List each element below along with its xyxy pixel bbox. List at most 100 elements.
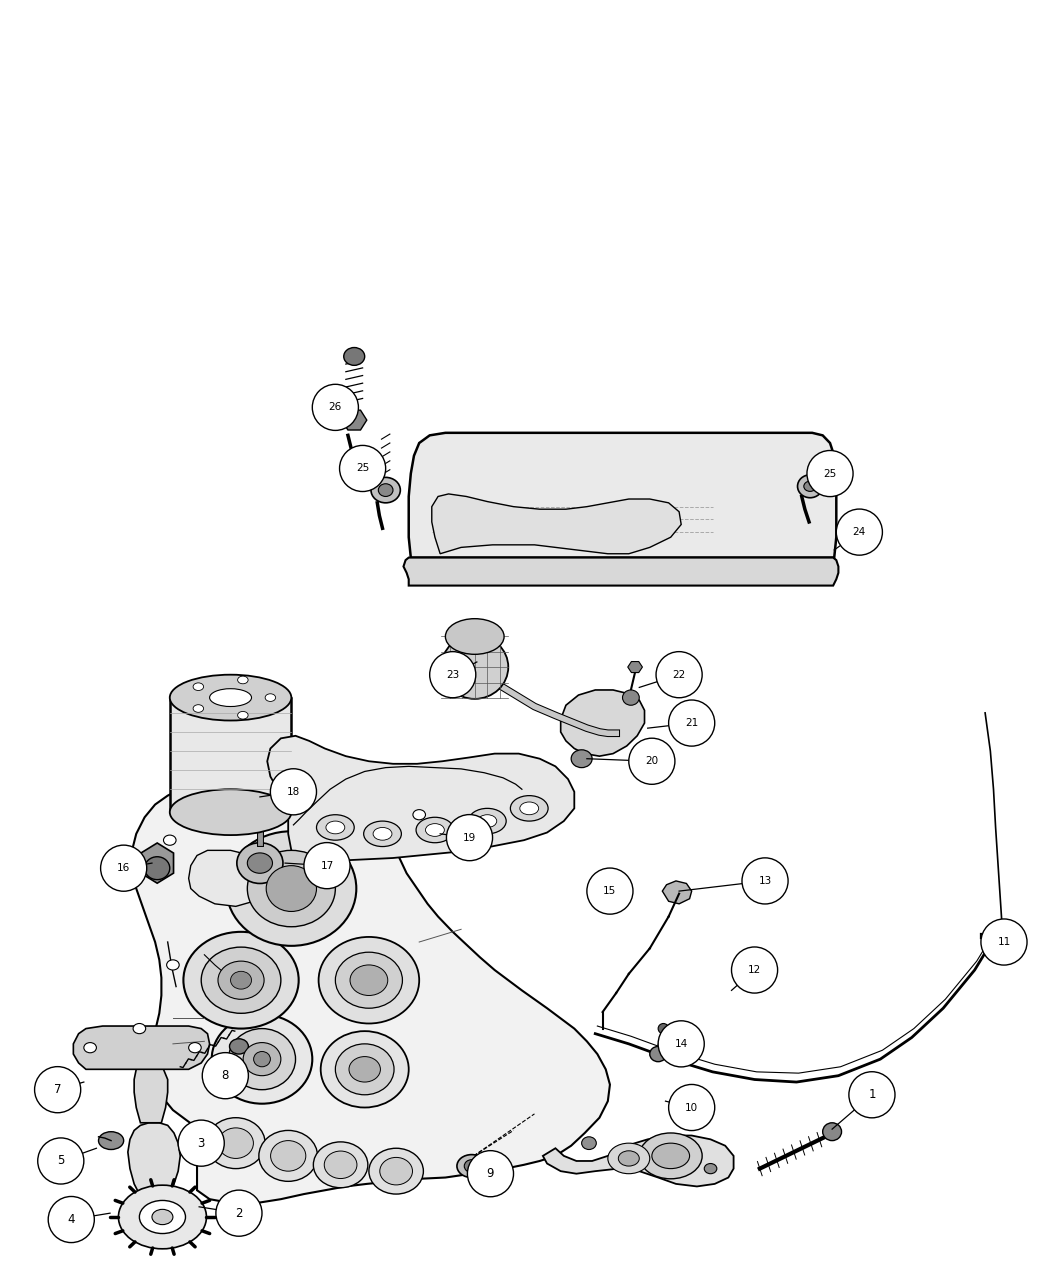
Ellipse shape [152,1209,173,1225]
Ellipse shape [823,1123,842,1141]
Ellipse shape [350,965,388,995]
Ellipse shape [304,843,350,889]
Ellipse shape [326,821,345,834]
Polygon shape [267,736,574,861]
Text: 10: 10 [685,1102,698,1113]
Polygon shape [342,410,367,430]
Text: 19: 19 [463,833,476,843]
Polygon shape [561,690,645,756]
Ellipse shape [804,481,816,491]
Polygon shape [189,850,267,906]
Ellipse shape [226,831,356,946]
Ellipse shape [238,712,248,719]
Text: 21: 21 [685,718,698,728]
Polygon shape [180,774,442,817]
Ellipse shape [510,796,548,821]
Ellipse shape [133,1023,146,1034]
Ellipse shape [416,817,454,843]
Text: 12: 12 [748,965,761,975]
Ellipse shape [319,937,419,1023]
Ellipse shape [413,810,425,820]
Text: 13: 13 [759,876,771,886]
Ellipse shape [623,690,639,705]
Text: 22: 22 [673,670,685,680]
Ellipse shape [457,1155,486,1178]
Ellipse shape [807,451,853,496]
Ellipse shape [231,971,252,989]
Text: 23: 23 [446,670,459,680]
Ellipse shape [230,1039,248,1054]
Ellipse shape [212,1015,312,1104]
Ellipse shape [369,1148,423,1194]
Ellipse shape [38,1138,84,1184]
Ellipse shape [316,815,354,840]
Ellipse shape [430,652,476,698]
Ellipse shape [595,894,608,904]
Polygon shape [543,1136,734,1186]
Ellipse shape [218,961,264,999]
Ellipse shape [650,1046,667,1062]
Text: 15: 15 [604,886,616,896]
Ellipse shape [201,947,281,1013]
Ellipse shape [608,1143,650,1174]
Ellipse shape [446,815,493,861]
Ellipse shape [243,1043,281,1076]
Ellipse shape [254,1051,270,1067]
Text: 1: 1 [868,1088,876,1101]
Ellipse shape [478,815,497,827]
Ellipse shape [582,1137,596,1150]
Polygon shape [403,558,838,586]
Text: 20: 20 [646,756,658,766]
Ellipse shape [183,932,299,1029]
Ellipse shape [658,1023,669,1034]
Ellipse shape [118,1185,206,1249]
Ellipse shape [218,1128,254,1158]
Ellipse shape [270,769,316,815]
Ellipse shape [247,853,272,873]
Ellipse shape [981,919,1027,965]
Text: 25: 25 [356,463,369,474]
Ellipse shape [732,947,778,993]
Ellipse shape [344,348,365,365]
Polygon shape [128,1123,180,1203]
Ellipse shape [321,1031,409,1108]
Ellipse shape [849,1072,895,1118]
Ellipse shape [704,1164,717,1174]
Text: 8: 8 [221,1069,230,1082]
Ellipse shape [639,1133,702,1179]
Ellipse shape [139,1200,185,1234]
Ellipse shape [335,1044,394,1095]
Ellipse shape [193,705,203,713]
Text: 5: 5 [57,1155,65,1167]
Ellipse shape [629,738,675,784]
Ellipse shape [202,1053,248,1099]
Text: 16: 16 [117,863,130,873]
Ellipse shape [84,1043,96,1053]
Polygon shape [432,494,681,554]
Ellipse shape [618,1151,639,1166]
Ellipse shape [324,1151,357,1179]
Text: 24: 24 [853,527,866,537]
Polygon shape [140,843,174,883]
Ellipse shape [270,1141,306,1171]
Ellipse shape [378,484,393,496]
Ellipse shape [340,446,386,491]
Ellipse shape [193,682,203,690]
Ellipse shape [313,1142,368,1188]
Text: 2: 2 [235,1207,243,1220]
Text: 18: 18 [287,787,300,797]
Text: 17: 17 [321,861,333,871]
Ellipse shape [178,1120,224,1166]
Ellipse shape [99,1132,124,1150]
Ellipse shape [652,1143,690,1169]
Ellipse shape [467,1151,514,1197]
Polygon shape [662,881,692,904]
Text: 9: 9 [486,1167,495,1180]
Ellipse shape [170,675,291,721]
Ellipse shape [170,789,291,835]
Ellipse shape [238,676,248,684]
Ellipse shape [167,960,179,970]
Ellipse shape [520,802,539,815]
Ellipse shape [464,1160,479,1172]
Ellipse shape [237,843,283,883]
